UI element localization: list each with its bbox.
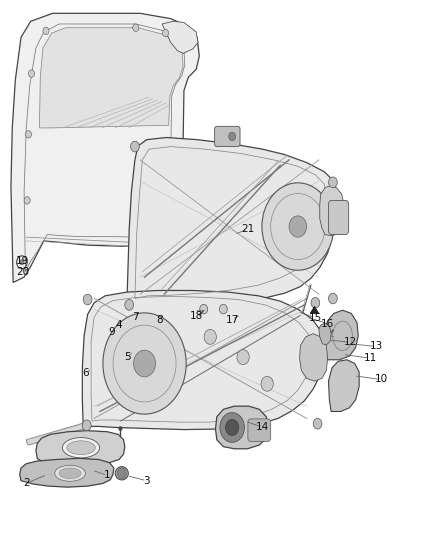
Circle shape (83, 294, 92, 305)
Circle shape (117, 468, 126, 479)
Text: 19: 19 (16, 256, 29, 266)
Text: 2: 2 (23, 479, 30, 488)
Polygon shape (320, 185, 344, 236)
FancyBboxPatch shape (215, 126, 240, 147)
Text: 7: 7 (132, 312, 139, 322)
Circle shape (24, 197, 30, 204)
Circle shape (237, 350, 249, 365)
Circle shape (200, 304, 208, 314)
Circle shape (328, 293, 337, 304)
Text: 17: 17 (226, 315, 239, 325)
Circle shape (204, 329, 216, 344)
Circle shape (43, 27, 49, 35)
Circle shape (289, 216, 307, 237)
Polygon shape (36, 431, 125, 466)
Polygon shape (20, 458, 114, 487)
Text: 10: 10 (374, 375, 388, 384)
Circle shape (82, 420, 91, 431)
Polygon shape (125, 138, 336, 306)
Circle shape (162, 29, 169, 37)
Text: 12: 12 (344, 337, 357, 347)
Text: 13: 13 (370, 342, 383, 351)
Circle shape (328, 177, 337, 188)
Text: 11: 11 (364, 353, 377, 363)
Polygon shape (319, 323, 331, 345)
Text: 8: 8 (156, 315, 163, 325)
Circle shape (25, 131, 32, 138)
Ellipse shape (67, 441, 95, 455)
Ellipse shape (59, 468, 81, 479)
Polygon shape (26, 410, 131, 445)
Circle shape (119, 426, 122, 431)
Text: 21: 21 (241, 224, 254, 234)
Circle shape (133, 24, 139, 31)
Text: 16: 16 (321, 319, 334, 328)
Text: 18: 18 (190, 311, 203, 320)
Ellipse shape (115, 467, 128, 480)
Circle shape (261, 376, 273, 391)
FancyBboxPatch shape (248, 419, 271, 441)
Text: 4: 4 (115, 320, 122, 330)
Text: 14: 14 (256, 423, 269, 432)
Text: 6: 6 (82, 368, 89, 378)
Text: 20: 20 (16, 267, 29, 277)
Circle shape (226, 419, 239, 435)
Circle shape (311, 297, 320, 308)
Circle shape (131, 141, 139, 152)
Ellipse shape (62, 438, 100, 458)
Circle shape (313, 418, 322, 429)
Text: 3: 3 (143, 476, 150, 486)
Circle shape (134, 350, 155, 377)
Polygon shape (39, 28, 183, 128)
Text: 1: 1 (104, 471, 111, 480)
FancyBboxPatch shape (328, 200, 349, 235)
Polygon shape (82, 290, 323, 430)
Text: 9: 9 (109, 327, 116, 336)
Polygon shape (310, 306, 319, 313)
Circle shape (28, 70, 35, 77)
Text: 5: 5 (124, 352, 131, 362)
Circle shape (219, 304, 227, 314)
Ellipse shape (55, 465, 85, 481)
Polygon shape (215, 406, 268, 449)
Circle shape (20, 260, 24, 265)
Circle shape (103, 313, 186, 414)
Circle shape (220, 413, 244, 442)
Circle shape (262, 183, 334, 270)
Circle shape (229, 132, 236, 141)
Polygon shape (11, 13, 199, 282)
Polygon shape (162, 21, 198, 53)
Text: 15: 15 (309, 313, 322, 322)
Polygon shape (328, 360, 359, 411)
Polygon shape (324, 310, 358, 360)
Circle shape (125, 300, 134, 310)
Polygon shape (300, 334, 328, 381)
